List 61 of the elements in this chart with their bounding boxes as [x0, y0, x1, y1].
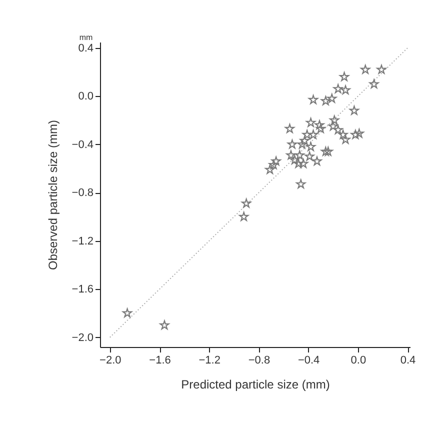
- point: [354, 128, 364, 138]
- x-tick-label: 0.4: [400, 354, 416, 366]
- point: [160, 320, 170, 330]
- point: [297, 139, 307, 149]
- point: [300, 136, 310, 146]
- point: [268, 160, 278, 170]
- x-tick-label: 0.0: [350, 354, 366, 366]
- point: [333, 84, 343, 94]
- point: [294, 150, 304, 160]
- y-tick-label: −1.2: [72, 235, 94, 248]
- point: [330, 115, 340, 125]
- point: [298, 158, 308, 168]
- y-tick-label: 0.4: [78, 42, 94, 55]
- point: [349, 106, 359, 115]
- point: [360, 64, 370, 74]
- y-tick-label: 0.0: [78, 90, 94, 103]
- point: [350, 130, 360, 139]
- point: [306, 142, 316, 152]
- point: [122, 308, 132, 318]
- y-tick-label: −1.6: [72, 284, 94, 296]
- point: [320, 146, 330, 156]
- point: [320, 96, 330, 106]
- point: [314, 120, 324, 130]
- text: mm: [79, 33, 93, 42]
- point: [306, 118, 316, 127]
- point: [284, 124, 295, 133]
- x-tick-label: −0.8: [248, 354, 270, 366]
- y-tick-label: −0.8: [72, 187, 94, 200]
- y-tick-label: −0.4: [72, 138, 94, 151]
- point: [290, 155, 300, 164]
- point: [286, 150, 296, 160]
- point: [316, 124, 326, 133]
- point: [304, 152, 314, 161]
- point: [308, 94, 318, 104]
- point: [327, 94, 337, 103]
- point: [271, 156, 281, 166]
- point: [333, 124, 343, 134]
- point: [323, 146, 333, 156]
- point: [302, 130, 312, 139]
- y-tick-label: −2.0: [72, 332, 94, 344]
- x-tick-label: −0.4: [298, 354, 320, 366]
- point: [265, 164, 275, 174]
- point: [296, 179, 306, 188]
- x-tick-label: −1.6: [149, 354, 171, 366]
- y-axis-title: Observed particle size (mm): [46, 120, 60, 270]
- point: [369, 79, 379, 88]
- point: [339, 72, 350, 82]
- point: [338, 130, 348, 139]
- point: [312, 156, 322, 166]
- point: [308, 130, 318, 139]
- point: [242, 198, 252, 208]
- point: [294, 158, 304, 168]
- x-tick-label: −2.0: [100, 354, 122, 366]
- point: [340, 85, 350, 94]
- point: [287, 139, 297, 149]
- point: [376, 64, 386, 74]
- point: [328, 121, 338, 131]
- point: [239, 212, 249, 221]
- x-axis-title: Predicted particle size (mm): [181, 378, 330, 392]
- point: [340, 134, 350, 144]
- x-tick-label: −1.2: [198, 354, 220, 366]
